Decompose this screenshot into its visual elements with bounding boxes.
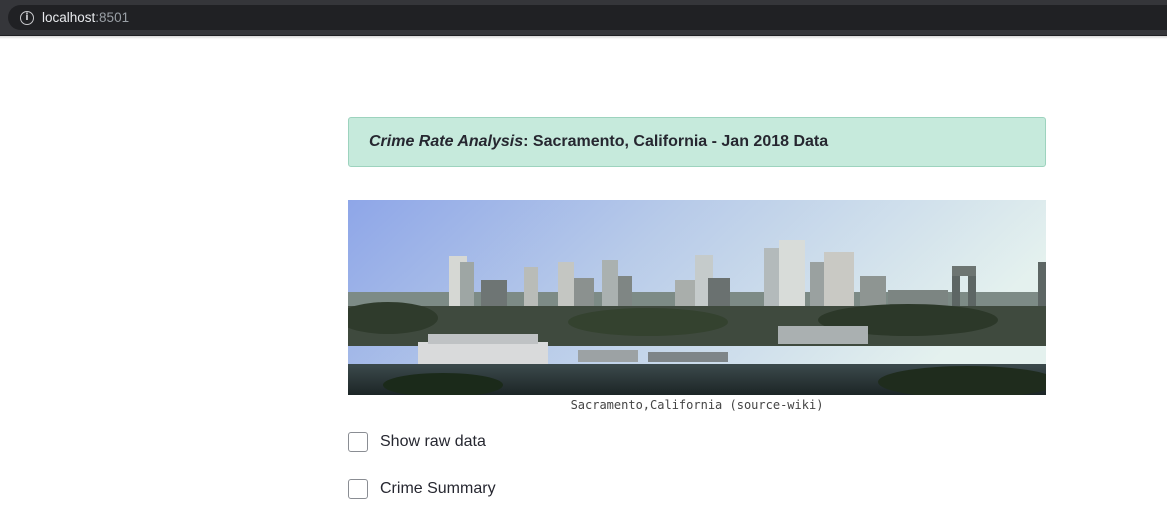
checkbox-label: Show raw data bbox=[380, 433, 486, 450]
sacramento-skyline-image bbox=[348, 200, 1046, 395]
checkbox-box[interactable] bbox=[348, 432, 368, 452]
image-caption: Sacramento,California (source-wiki) bbox=[570, 398, 824, 412]
toolbar-shadow bbox=[0, 36, 1167, 39]
info-icon[interactable]: i bbox=[20, 10, 34, 25]
banner-title-emphasis: Crime Rate Analysis bbox=[369, 133, 524, 150]
skyline-figure: Sacramento,California (source-wiki) bbox=[348, 200, 1046, 412]
url-host: localhost bbox=[42, 10, 96, 25]
crime-summary-checkbox[interactable]: Crime Summary bbox=[348, 479, 496, 499]
url-port: :8501 bbox=[95, 10, 130, 25]
main-content: Crime Rate Analysis: Sacramento, Califor… bbox=[348, 117, 1046, 499]
checkbox-label: Crime Summary bbox=[380, 480, 496, 497]
banner-title-rest: : Sacramento, California - Jan 2018 Data bbox=[523, 133, 829, 150]
address-bar[interactable]: i localhost:8501 bbox=[8, 5, 1167, 30]
browser-toolbar: i localhost:8501 bbox=[0, 0, 1167, 36]
checkbox-box[interactable] bbox=[348, 479, 368, 499]
title-banner: Crime Rate Analysis: Sacramento, Califor… bbox=[348, 117, 1046, 167]
show-raw-data-checkbox[interactable]: Show raw data bbox=[348, 432, 486, 452]
